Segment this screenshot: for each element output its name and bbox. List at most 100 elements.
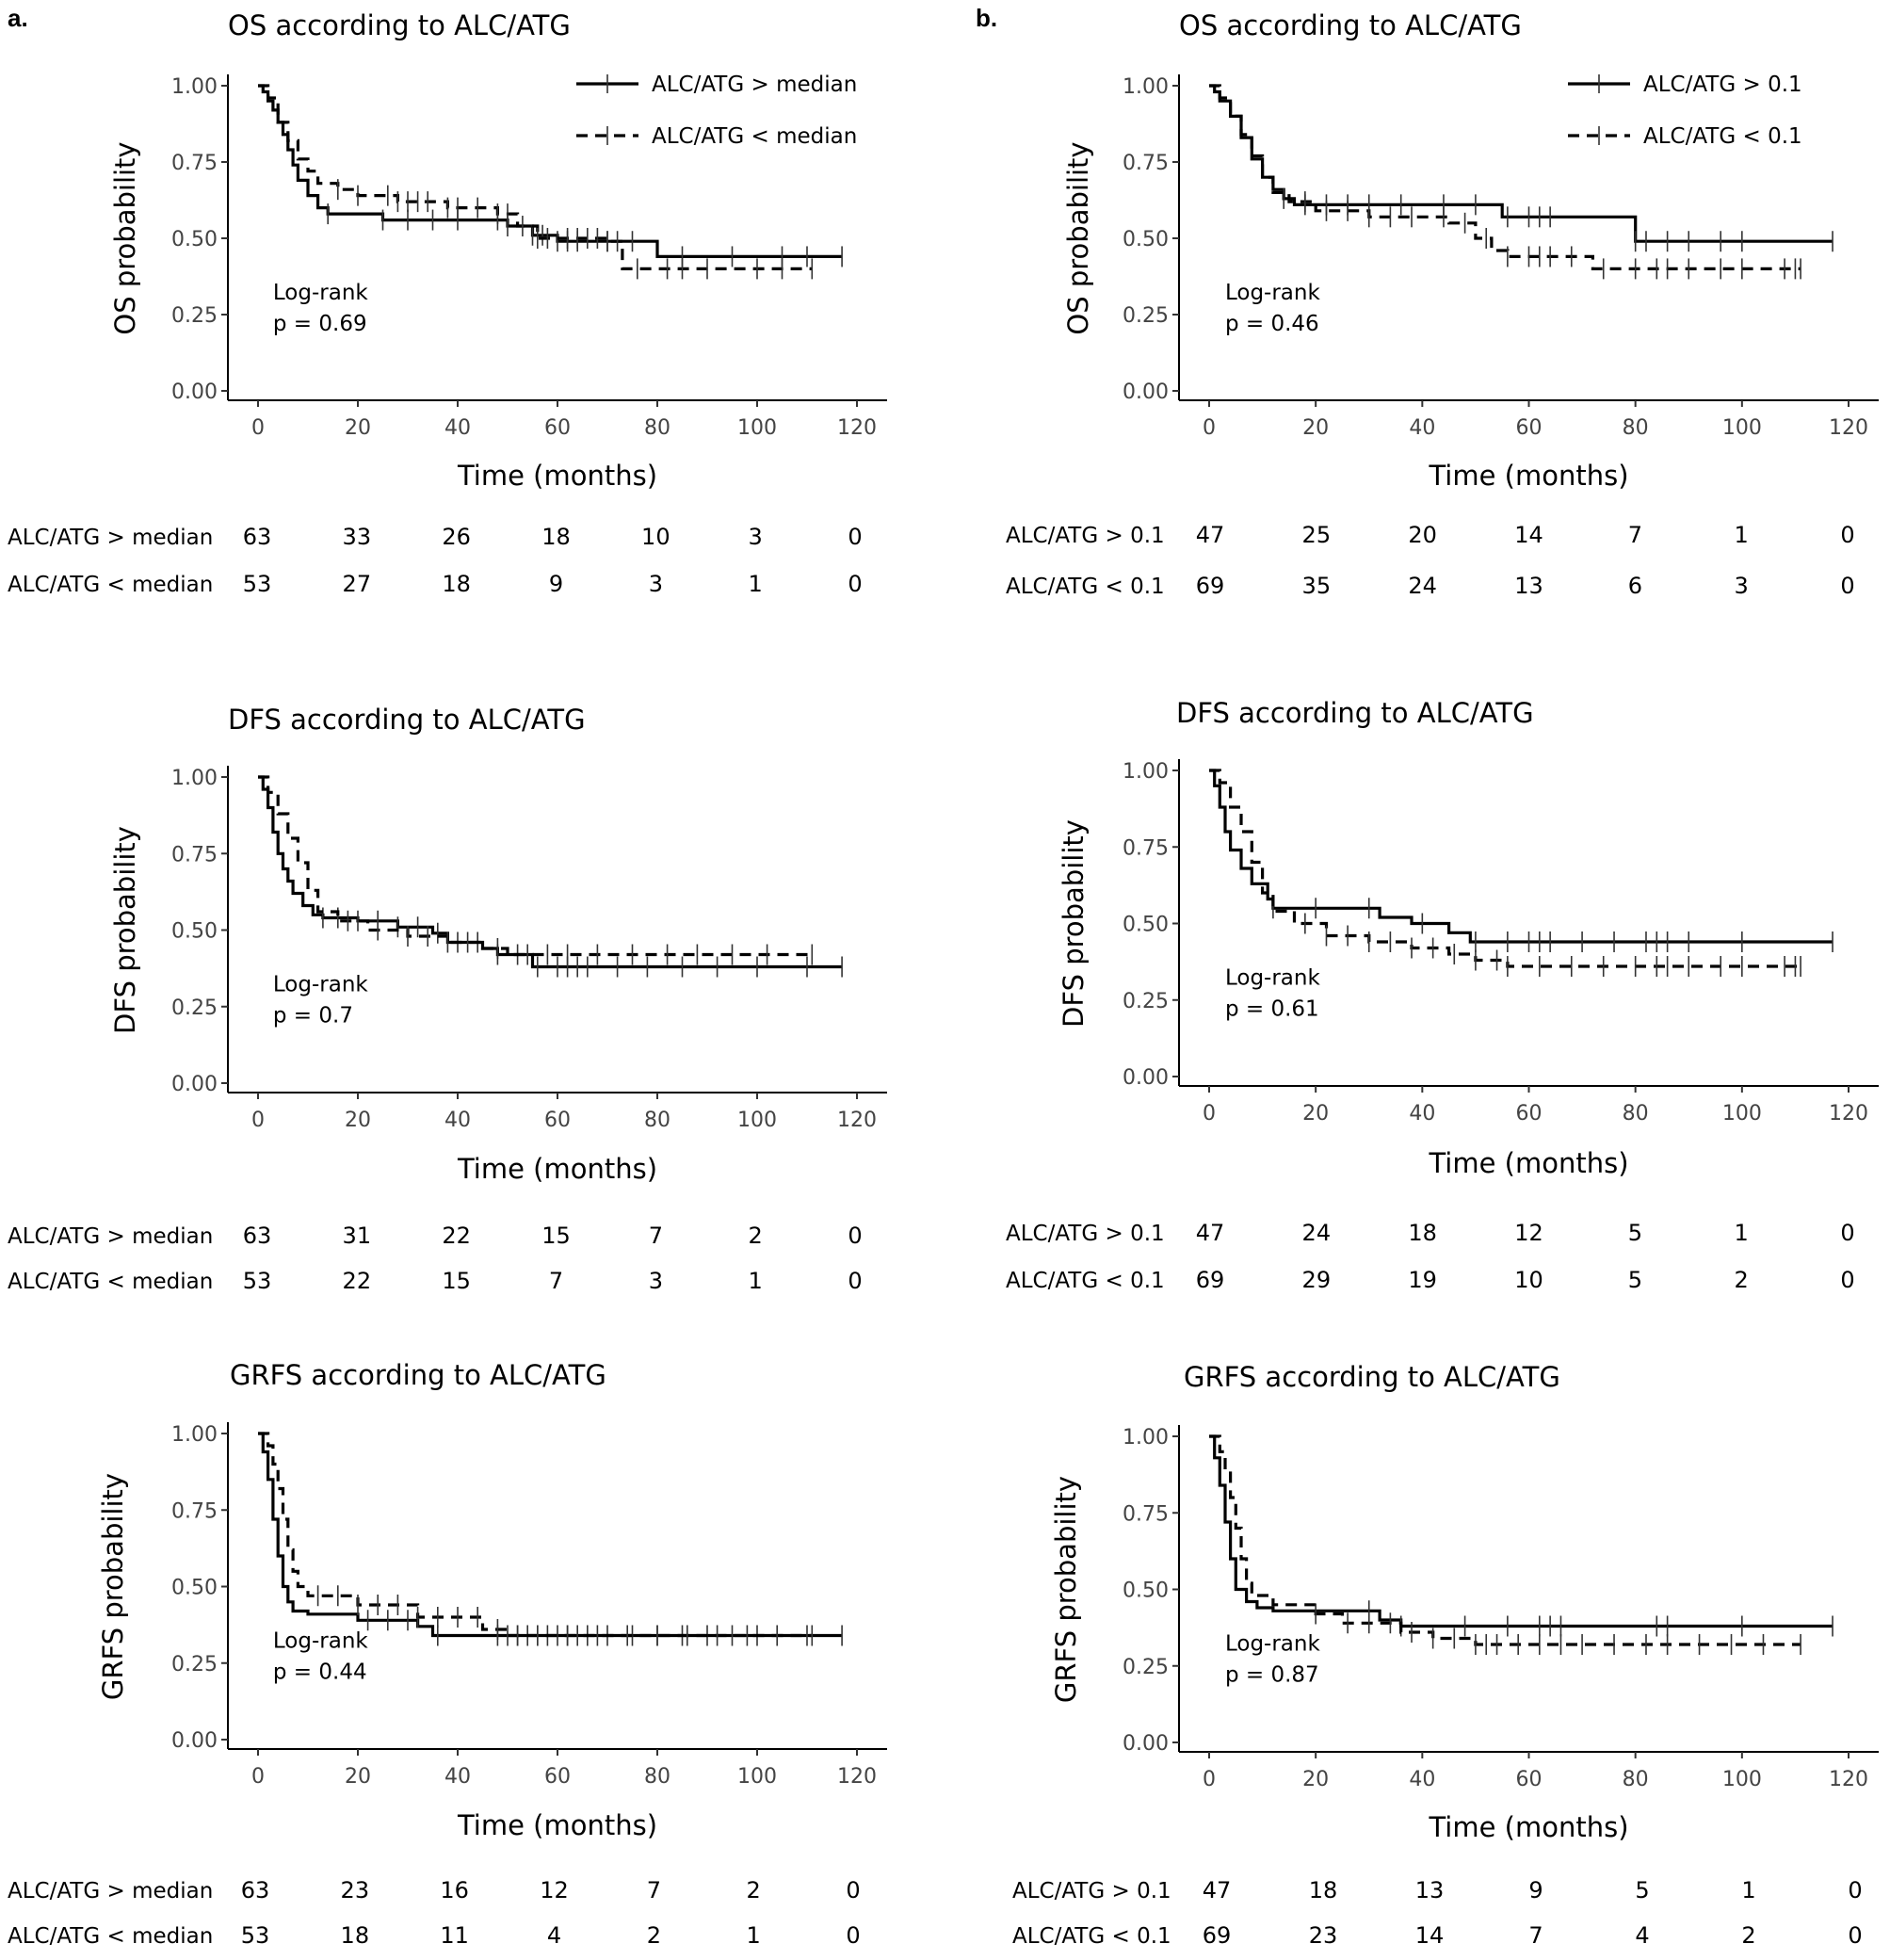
- x-tick-label: 40: [1409, 1102, 1435, 1126]
- km-chart-5: DFS according to ALC/ATG 0.00 0.25 0.50 0.75…: [1006, 697, 1879, 1293]
- x-tick-label: 20: [345, 1765, 371, 1789]
- logrank-annotation: p = 0.7: [273, 1004, 353, 1029]
- risk-count: 63: [243, 524, 272, 550]
- risk-count: 15: [541, 1223, 571, 1249]
- x-tick-label: 100: [1722, 1102, 1762, 1126]
- risk-row-label: ALC/ATG > median: [8, 526, 213, 550]
- y-tick-label: 0.25: [171, 996, 218, 1020]
- risk-count: 18: [1309, 1877, 1338, 1903]
- x-axis-title: Time (months): [457, 460, 657, 492]
- y-tick-label: 0.75: [1123, 836, 1169, 860]
- chart-grid: OS according to ALC/ATG 0.00 0.25 0.50 0.75 1…: [8, 9, 1879, 1949]
- risk-count: 22: [442, 1223, 471, 1249]
- y-tick-label: 1.00: [1123, 760, 1169, 784]
- risk-count: 3: [649, 571, 663, 597]
- risk-count: 13: [1415, 1877, 1445, 1903]
- x-axis-title: Time (months): [457, 1809, 657, 1841]
- risk-count: 4: [1635, 1922, 1649, 1949]
- risk-count: 0: [848, 524, 862, 550]
- logrank-annotation: Log-rank: [1225, 1632, 1321, 1657]
- risk-count: 7: [549, 1268, 563, 1294]
- y-tick-label: 1.00: [171, 767, 218, 790]
- risk-count: 7: [649, 1223, 663, 1249]
- logrank-annotation: p = 0.46: [1225, 312, 1319, 336]
- risk-count: 18: [341, 1922, 370, 1949]
- km-chart-2: DFS according to ALC/ATG 0.00 0.25 0.50 0.75…: [8, 704, 887, 1294]
- x-axis-title: Time (months): [1428, 1811, 1628, 1843]
- x-tick-label: 80: [644, 1765, 670, 1789]
- risk-count: 2: [1735, 1267, 1749, 1293]
- risk-count: 0: [1840, 1267, 1854, 1293]
- risk-count: 19: [1408, 1267, 1437, 1293]
- risk-row-label: ALC/ATG > 0.1: [1006, 1222, 1165, 1246]
- x-axis-title: Time (months): [1428, 460, 1628, 492]
- risk-count: 26: [442, 524, 471, 550]
- y-tick-label: 0.75: [1123, 1502, 1169, 1526]
- risk-count: 3: [1735, 573, 1749, 599]
- x-tick-label: 40: [1409, 1768, 1435, 1791]
- y-tick-label: 0.50: [1123, 1579, 1169, 1603]
- logrank-annotation: p = 0.61: [1225, 997, 1319, 1022]
- panel-label-b: b.: [976, 4, 997, 32]
- y-tick-label: 0.75: [171, 1499, 218, 1523]
- risk-count: 1: [1741, 1877, 1755, 1903]
- risk-count: 53: [243, 571, 272, 597]
- x-tick-label: 0: [1203, 1768, 1216, 1791]
- risk-count: 5: [1628, 1220, 1642, 1246]
- risk-row-label: ALC/ATG < median: [8, 1270, 213, 1294]
- risk-count: 16: [440, 1877, 469, 1903]
- risk-count: 1: [749, 1268, 763, 1294]
- x-tick-label: 0: [251, 1109, 265, 1132]
- risk-count: 69: [1203, 1922, 1232, 1949]
- risk-count: 18: [1408, 1220, 1437, 1246]
- x-tick-label: 20: [345, 1109, 371, 1132]
- x-tick-label: 100: [1722, 1768, 1762, 1791]
- risk-count: 3: [649, 1268, 663, 1294]
- risk-count: 7: [647, 1877, 661, 1903]
- risk-row-label: ALC/ATG > median: [8, 1224, 213, 1249]
- risk-count: 1: [1735, 522, 1749, 548]
- y-tick-label: 0.50: [1123, 228, 1169, 251]
- logrank-annotation: Log-rank: [273, 1629, 369, 1654]
- panel-label-a: a.: [8, 4, 28, 32]
- legend-label: ALC/ATG < 0.1: [1643, 124, 1802, 149]
- risk-count: 2: [1741, 1922, 1755, 1949]
- x-tick-label: 120: [1829, 416, 1868, 440]
- risk-count: 69: [1196, 1267, 1225, 1293]
- risk-row-label: ALC/ATG < 0.1: [1006, 575, 1165, 599]
- y-tick-label: 0.00: [171, 1729, 218, 1753]
- x-tick-label: 80: [644, 1109, 670, 1132]
- risk-row-label: ALC/ATG < median: [8, 1924, 213, 1949]
- logrank-annotation: p = 0.44: [273, 1660, 367, 1685]
- risk-count: 0: [1848, 1922, 1862, 1949]
- x-tick-label: 0: [251, 416, 265, 440]
- x-tick-label: 80: [1623, 416, 1649, 440]
- x-tick-label: 40: [1409, 416, 1435, 440]
- x-tick-label: 100: [737, 416, 777, 440]
- risk-count: 12: [1514, 1220, 1543, 1246]
- risk-count: 23: [341, 1877, 370, 1903]
- risk-count: 0: [1840, 573, 1854, 599]
- km-chart-4: OS according to ALC/ATG 0.00 0.25 0.50 0.75 1…: [1006, 9, 1879, 599]
- risk-count: 22: [343, 1268, 372, 1294]
- x-tick-label: 40: [444, 1109, 471, 1132]
- y-tick-label: 0.00: [1123, 1066, 1169, 1090]
- risk-count: 33: [343, 524, 372, 550]
- x-tick-label: 100: [1722, 416, 1762, 440]
- risk-count: 24: [1408, 573, 1437, 599]
- risk-row-label: ALC/ATG < median: [8, 573, 213, 597]
- y-tick-label: 1.00: [171, 75, 218, 99]
- risk-count: 14: [1514, 522, 1543, 548]
- risk-count: 0: [848, 1268, 862, 1294]
- risk-row-label: ALC/ATG > 0.1: [1006, 524, 1165, 548]
- x-tick-label: 120: [837, 1109, 877, 1132]
- risk-count: 15: [442, 1268, 471, 1294]
- y-tick-label: 0.00: [171, 1073, 218, 1096]
- risk-row-label: ALC/ATG < 0.1: [1012, 1924, 1171, 1949]
- x-tick-label: 20: [1302, 1768, 1329, 1791]
- km-curve-series-2: [258, 775, 813, 957]
- risk-count: 23: [1309, 1922, 1338, 1949]
- risk-count: 10: [1514, 1267, 1543, 1293]
- km-curve-series-1: [1209, 84, 1833, 243]
